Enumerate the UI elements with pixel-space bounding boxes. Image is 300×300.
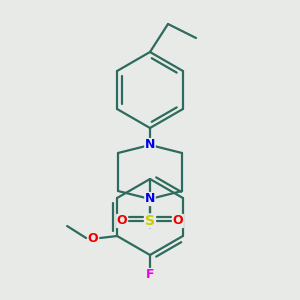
Text: N: N xyxy=(145,139,155,152)
Text: O: O xyxy=(117,214,127,227)
Text: F: F xyxy=(146,268,154,281)
Text: O: O xyxy=(173,214,183,227)
Text: N: N xyxy=(145,193,155,206)
Text: S: S xyxy=(145,214,155,228)
Text: O: O xyxy=(88,232,98,244)
